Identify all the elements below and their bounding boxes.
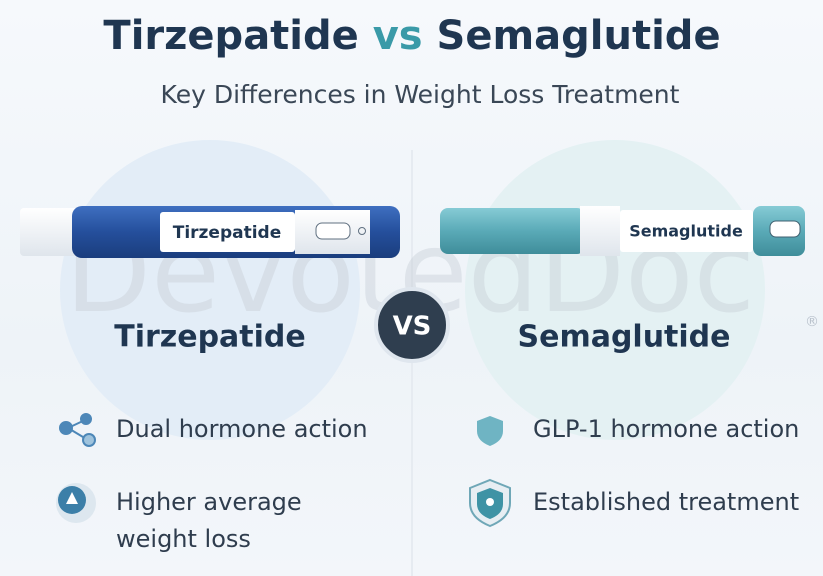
title-right: Semaglutide [437, 13, 721, 59]
pen-left: Tirzepatide [20, 206, 400, 258]
pen-label: Tirzepatide [173, 223, 282, 243]
feature: Higher average weight loss [116, 488, 302, 553]
pen-right: Semaglutide [440, 206, 805, 256]
icon-shield-check [469, 478, 511, 528]
feature: Dual hormone action [116, 415, 368, 443]
heading-right: Semaglutide [517, 320, 730, 355]
feature: GLP-1 hormone action [533, 415, 800, 443]
feature: Established treatment [533, 488, 800, 516]
title: Tirzepatide vs Semaglutide [103, 13, 720, 59]
icon-drop [56, 483, 96, 523]
pen-label: Semaglutide [629, 222, 743, 241]
heading-left: Tirzepatide [114, 320, 306, 355]
icon-molecule [59, 413, 96, 447]
icon-shield [477, 416, 503, 446]
vs-text: VS [393, 312, 432, 342]
subtitle: Key Differences in Weight Loss Treatment [161, 80, 680, 109]
watermark-mark: ® [805, 314, 819, 330]
vs-badge [374, 287, 450, 363]
title-left: Tirzepatide [103, 13, 358, 59]
title-vs: vs [373, 13, 423, 59]
